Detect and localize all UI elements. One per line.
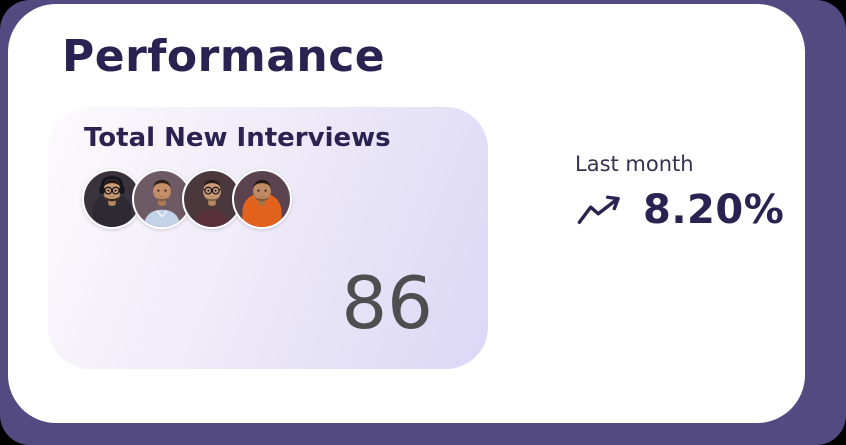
trend-row: 8.20% [575, 187, 784, 233]
page-title: Performance [62, 31, 386, 82]
trend-period-label: Last month [575, 152, 694, 176]
avatar-group [82, 169, 292, 229]
interviews-count: 86 [341, 261, 433, 345]
trend-value: 8.20% [643, 187, 785, 233]
interviews-panel: Total New Interviews 86 [48, 107, 488, 369]
trend-block: Last month 8.20% [575, 152, 784, 233]
interviews-panel-title: Total New Interviews [84, 123, 391, 153]
performance-card: Performance Total New Interviews 86 Last… [8, 4, 805, 423]
trending-up-icon [577, 195, 620, 224]
avatar-4 [232, 169, 292, 229]
avatar-1 [82, 169, 142, 229]
